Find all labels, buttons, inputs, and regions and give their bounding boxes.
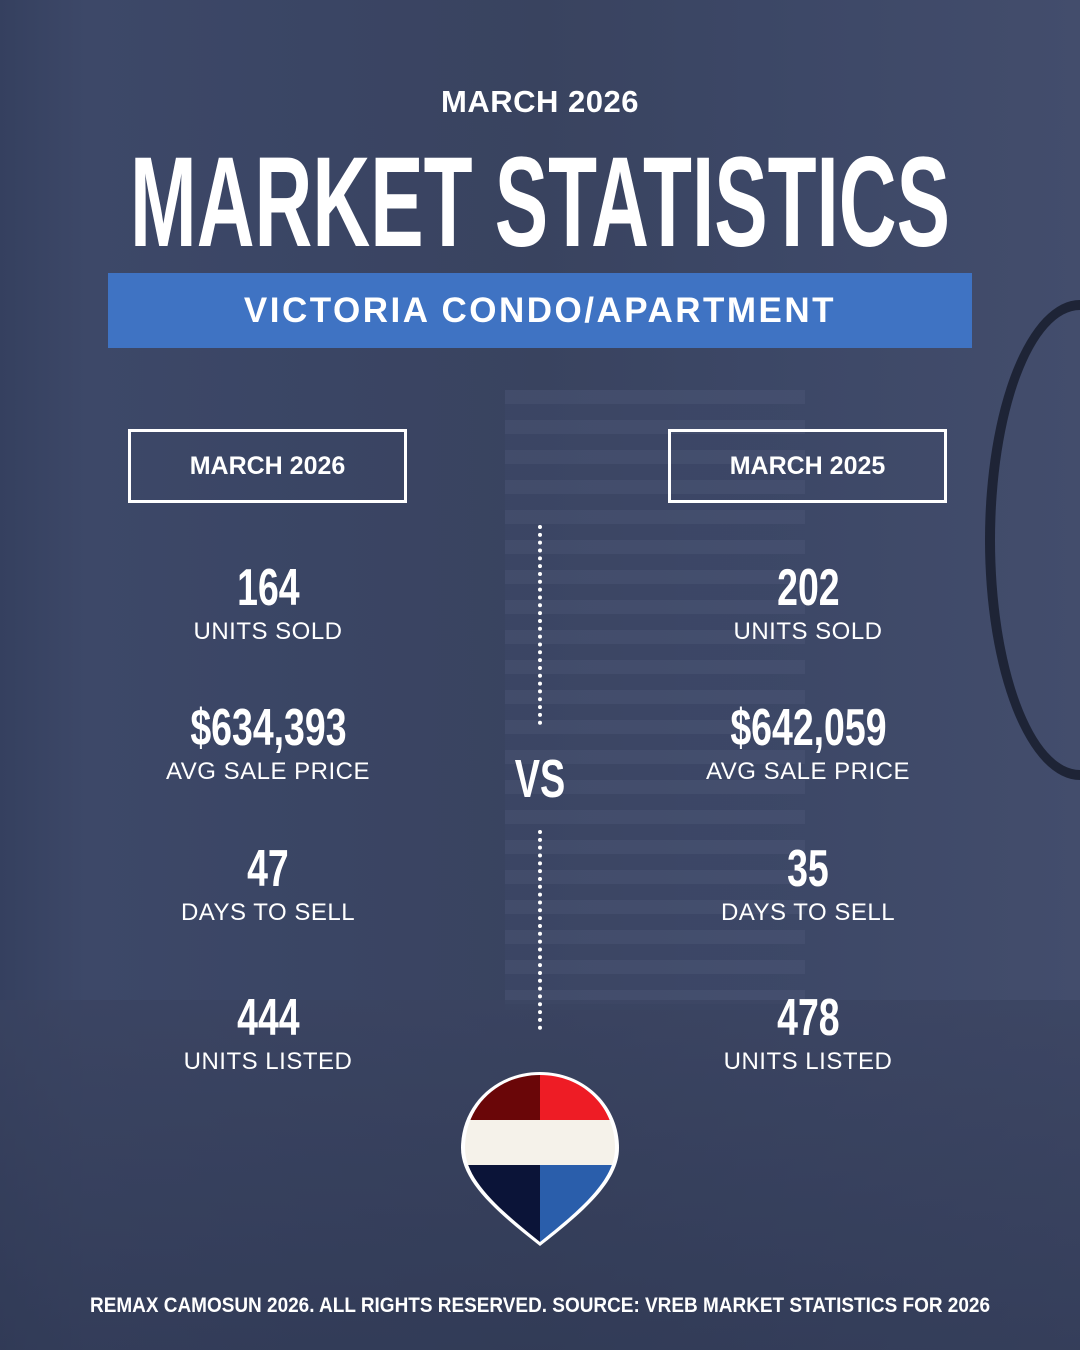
- stat-value: $642,059: [729, 699, 887, 757]
- stat-label: UNITS SOLD: [193, 618, 343, 645]
- footer-copyright: REMAX CAMOSUN 2026. ALL RIGHTS RESERVED.…: [90, 1294, 990, 1317]
- vs-text: VS: [514, 749, 566, 809]
- stat-days-to-sell: 47 DAYS TO SELL: [68, 841, 468, 927]
- stat-label: UNITS SOLD: [733, 618, 883, 645]
- stat-value: 478: [776, 989, 840, 1047]
- stat-label: UNITS LISTED: [183, 1048, 353, 1075]
- vs-label: VS: [500, 748, 580, 810]
- stat-units-listed: 444 UNITS LISTED: [68, 990, 468, 1076]
- stat-value: 47: [247, 840, 289, 898]
- stat-label: DAYS TO SELL: [720, 899, 896, 926]
- left-period-box: MARCH 2026: [128, 429, 407, 503]
- stat-value: 164: [236, 559, 300, 617]
- page-title: MARKET STATISTICS: [130, 138, 950, 258]
- right-period-box: MARCH 2025: [668, 429, 947, 503]
- stat-units-listed: 478 UNITS LISTED: [608, 990, 1008, 1076]
- logo-segment: [465, 1120, 615, 1165]
- stat-units-sold: 164 UNITS SOLD: [68, 560, 468, 646]
- title-text: MARKET STATISTICS: [130, 138, 950, 258]
- divider-top: [538, 525, 542, 725]
- stat-label: UNITS LISTED: [723, 1048, 893, 1075]
- stat-label: AVG SALE PRICE: [166, 758, 370, 785]
- footer-text: REMAX CAMOSUN 2026. ALL RIGHTS RESERVED.…: [90, 1294, 990, 1317]
- subtitle: MARCH 2026: [441, 84, 639, 119]
- divider-bottom: [538, 830, 542, 1030]
- stat-label: DAYS TO SELL: [180, 899, 356, 926]
- stat-avg-sale-price: $634,393 AVG SALE PRICE: [68, 700, 468, 786]
- stat-units-sold: 202 UNITS SOLD: [608, 560, 1008, 646]
- stat-value: $634,393: [189, 699, 347, 757]
- stat-label: AVG SALE PRICE: [706, 758, 910, 785]
- category-banner: VICTORIA CONDO/APARTMENT: [108, 273, 972, 348]
- stat-value: 444: [236, 989, 300, 1047]
- stat-avg-sale-price: $642,059 AVG SALE PRICE: [608, 700, 1008, 786]
- stat-days-to-sell: 35 DAYS TO SELL: [608, 841, 1008, 927]
- stat-value: 35: [787, 840, 829, 898]
- remax-balloon-pin-icon: [461, 1072, 619, 1246]
- stat-value: 202: [776, 559, 840, 617]
